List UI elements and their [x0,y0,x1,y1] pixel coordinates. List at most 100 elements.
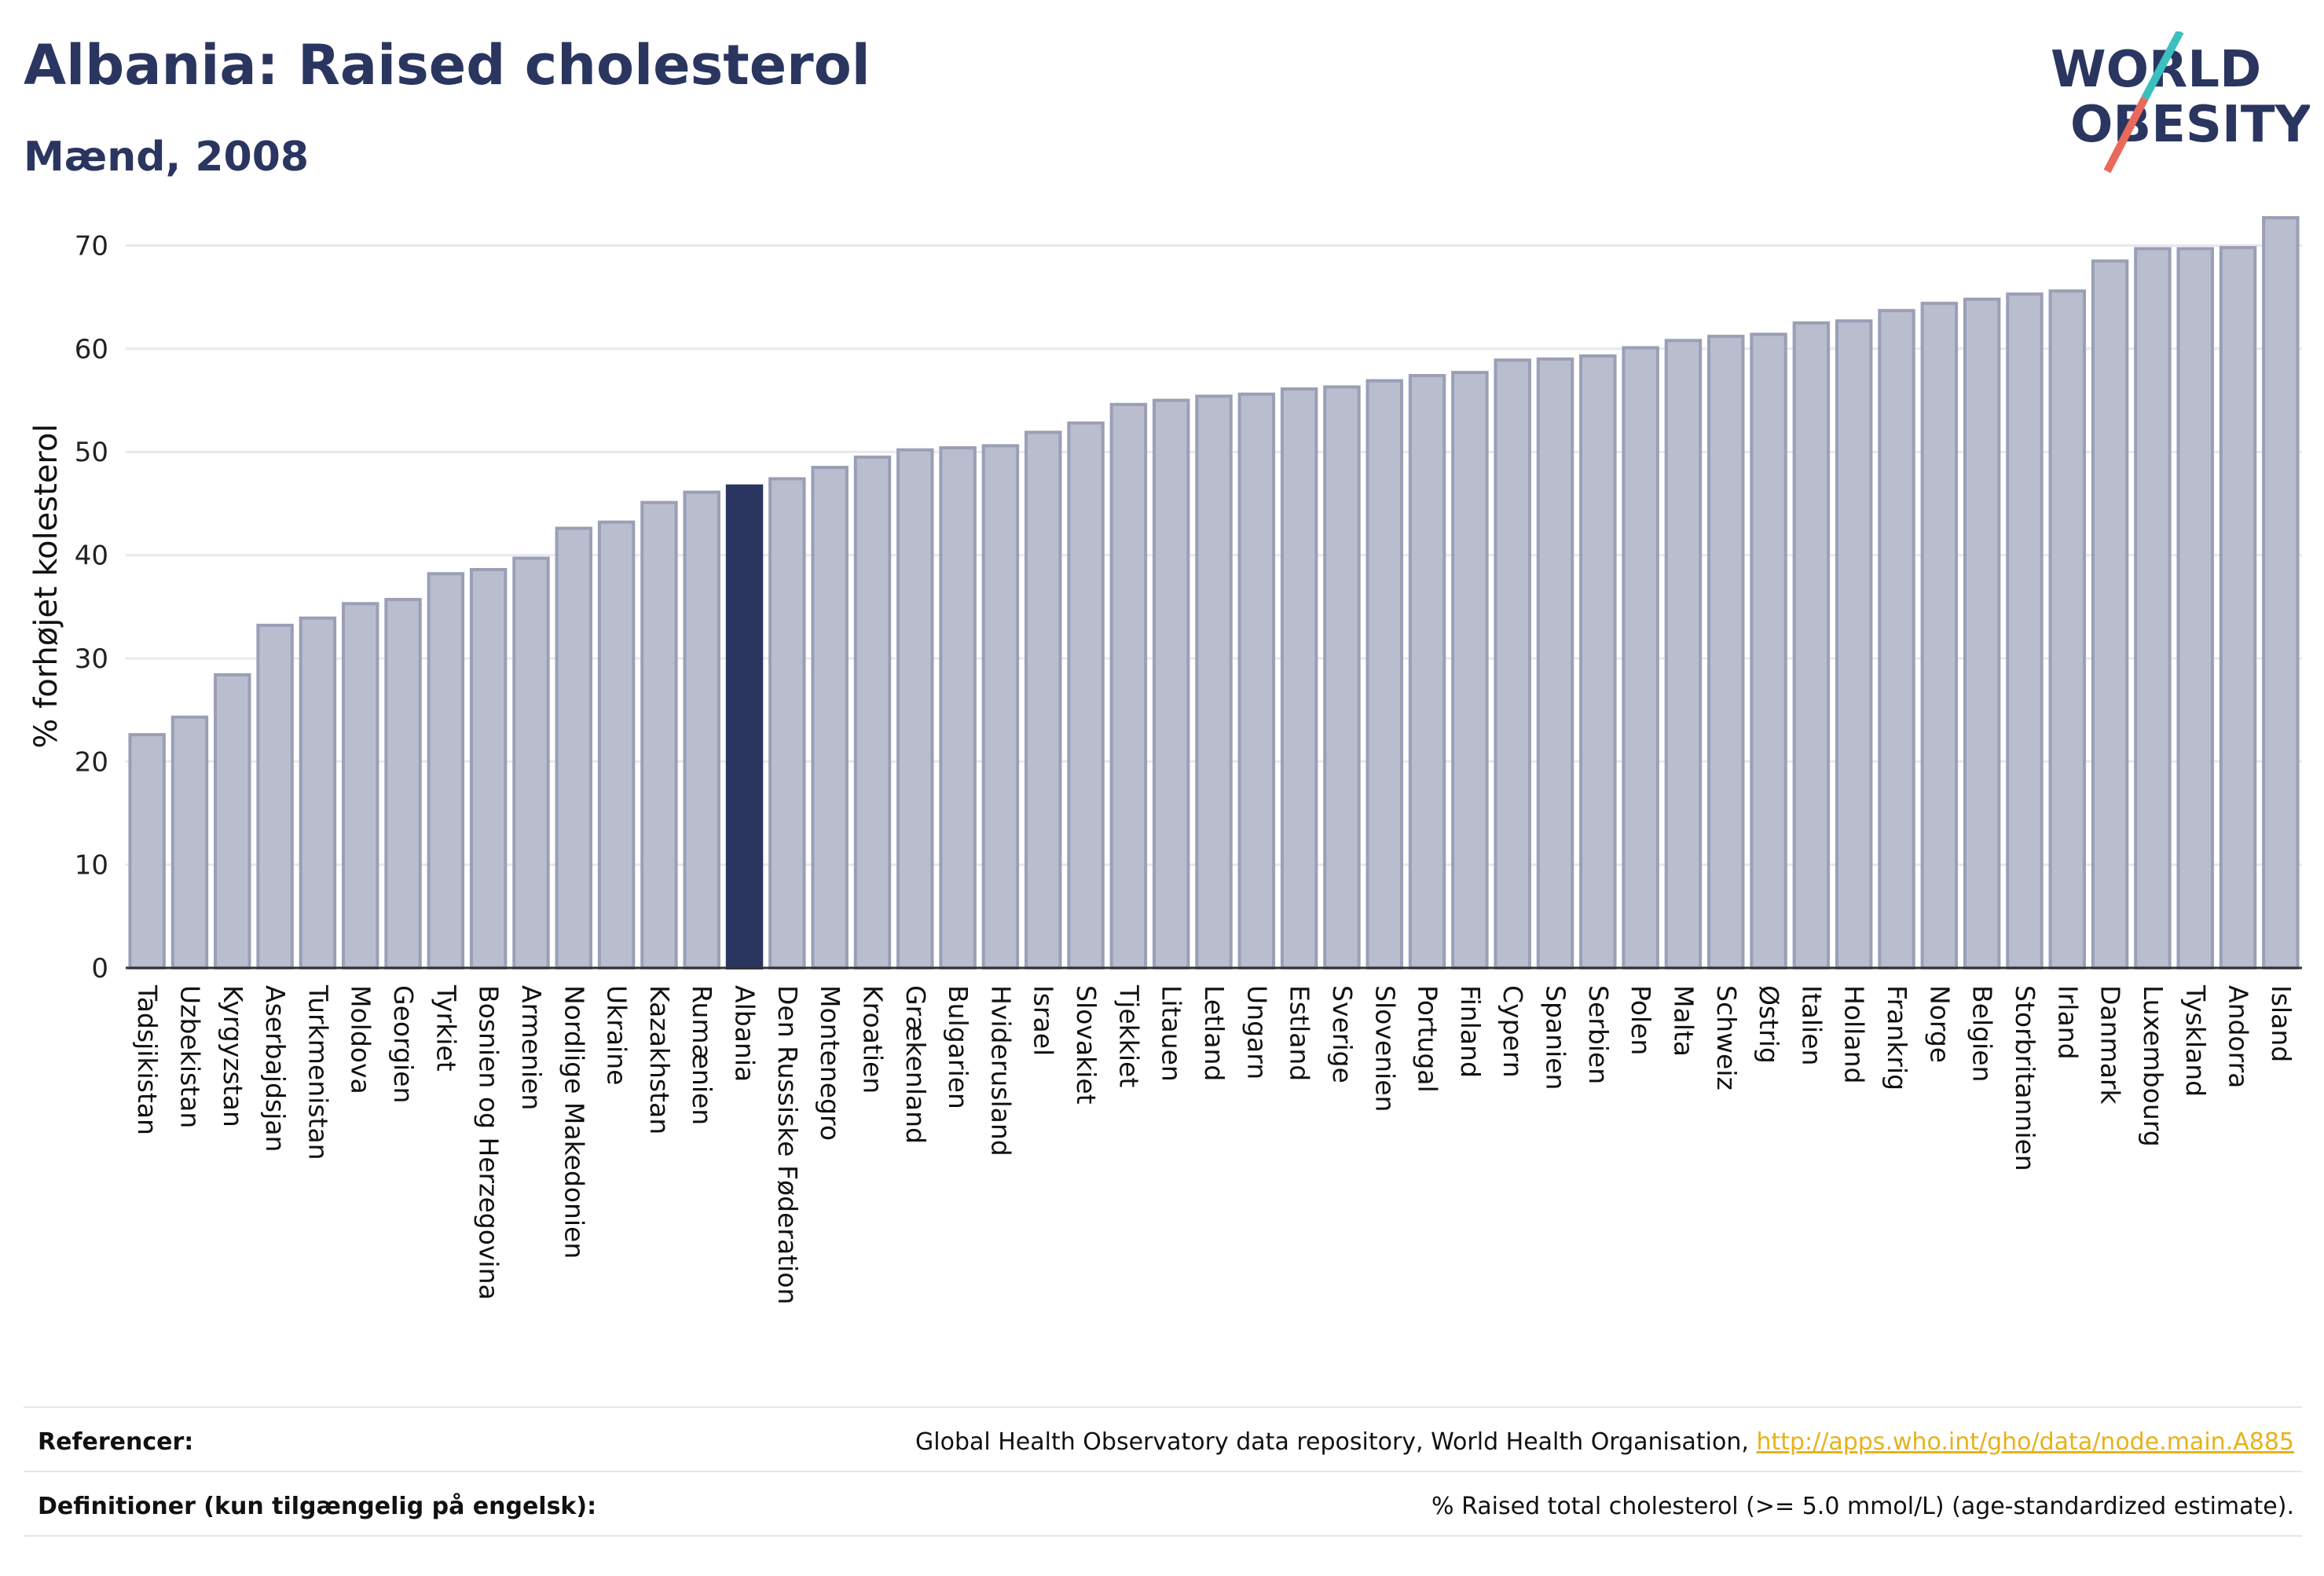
bar-44 [2006,292,2044,969]
bar-28 [1323,385,1361,969]
category-label: Spanien [1541,985,1571,1090]
category-label: Slovenien [1369,985,1400,1112]
category-label: Bulgarien [943,985,973,1109]
bar-0 [128,733,166,969]
bar-37 [1707,335,1745,970]
y-tick-label: 70 [75,231,108,262]
category-label: Ungarn [1241,985,1272,1079]
bar-12 [640,500,678,969]
category-label: Rumænien [687,985,717,1125]
y-tick-label: 60 [75,334,108,365]
category-label: Litauen [1157,985,1187,1082]
bar-39 [1792,321,1831,969]
category-label: Slovakiet [1071,985,1102,1105]
logo-text-line2: OBESITY [2070,96,2310,154]
references-value: Global Health Observatory data repositor… [915,1428,2294,1456]
bar-2 [214,673,251,969]
category-label: Kroatien [857,985,888,1094]
bar-21 [1025,431,1062,969]
chart-subtitle: Mænd, 2008 [24,134,310,181]
category-label: Israel [1028,985,1059,1056]
category-label: Luxembourg [2138,985,2168,1147]
bar-24 [1152,398,1190,969]
references-label: Referencer: [38,1428,194,1456]
bar-11 [597,520,636,969]
bar-46 [2091,259,2129,970]
category-label: Hviderusland [985,985,1016,1156]
bar-1 [170,715,209,969]
category-label: Malta [1668,985,1699,1057]
category-label: Danmark [2095,985,2126,1105]
bar-29 [1365,379,1403,969]
y-axis-label: % forhøjet kolesterol [28,423,64,748]
references-link[interactable]: http://apps.who.int/gho/data/node.main.A… [1756,1428,2294,1456]
bar-3 [256,623,294,969]
category-label: Italien [1796,985,1827,1065]
category-label: Cypern [1497,985,1528,1078]
chart-title: Albania: Raised cholesterol [24,33,871,97]
bar-16 [811,465,849,969]
category-label: Montenegro [815,985,845,1141]
definitions-row: Definitioner (kun tilgængelig på engelsk… [24,1471,2302,1537]
definitions-label: Definitioner (kun tilgængelig på engelsk… [38,1493,597,1520]
bar-17 [853,455,892,969]
world-obesity-logo: WORLD OBESITY [2051,31,2310,173]
bar-6 [384,598,422,969]
logo-slash-coral [2103,96,2149,173]
category-label: Uzbekistan [174,985,205,1128]
bar-41 [1878,309,1915,970]
bar-5 [342,602,379,969]
bar-38 [1750,332,1787,970]
category-label: Frankrig [1882,985,1912,1090]
category-label: Polen [1626,985,1656,1055]
category-label: Storbritannien [2010,985,2040,1171]
bar-8 [469,567,508,969]
bar-chart: 0 10 20 30 40 50 60 70 % forhøjet kolesterol Tads… [28,216,2302,1304]
category-label: Kazakhstan [644,985,675,1134]
category-label: Aserbajdsjan [260,985,291,1152]
bar-15 [768,477,806,969]
bar-10 [555,526,593,969]
bar-30 [1408,374,1446,970]
bar-49 [2219,246,2257,970]
category-label: Sverige [1327,985,1358,1083]
bar-43 [1963,297,2001,969]
bar-19 [939,445,977,969]
bar-47 [2134,247,2172,969]
category-label: Tyskland [2180,984,2211,1097]
y-tick-label: 30 [75,643,108,675]
category-label: Estland [1285,985,1315,1081]
bar-36 [1664,339,1703,969]
bar-14 [725,484,764,969]
logo-slash-teal [2141,31,2184,101]
category-label: Grækenland [900,985,931,1144]
references-row: Referencer: Global Health Observatory da… [24,1406,2302,1471]
bar-18 [896,448,934,969]
category-label: Belgien [1967,985,1998,1082]
definitions-value: % Raised total cholesterol (>= 5.0 mmol/… [1431,1493,2294,1520]
category-label: Island [2266,985,2297,1062]
bar-35 [1622,346,1659,969]
category-label: Bosnien og Herzegovina [474,985,504,1300]
category-label: Georgien [388,985,419,1103]
bar-34 [1579,354,1617,969]
bar-45 [2048,289,2087,969]
bar-42 [1920,302,1959,969]
category-label: Irland [2052,985,2083,1060]
category-label: Schweiz [1711,985,1742,1090]
category-label: Armenien [516,985,547,1110]
bar-9 [512,556,550,969]
category-label: Nordlige Makedonien [559,985,589,1259]
bar-40 [1835,319,1873,970]
bar-22 [1067,421,1105,969]
category-label: Holland [1839,985,1870,1083]
y-tick-label: 40 [75,541,108,572]
category-label: Kyrgyzstan [218,985,248,1127]
bar-48 [2176,247,2214,969]
y-tick-label: 20 [75,746,108,778]
category-label: Tadsjikistan [132,984,163,1135]
category-label: Ukraine [602,985,632,1085]
bar-4 [299,616,337,969]
bar-23 [1109,402,1148,969]
category-label: Turkmenistan [302,984,333,1160]
